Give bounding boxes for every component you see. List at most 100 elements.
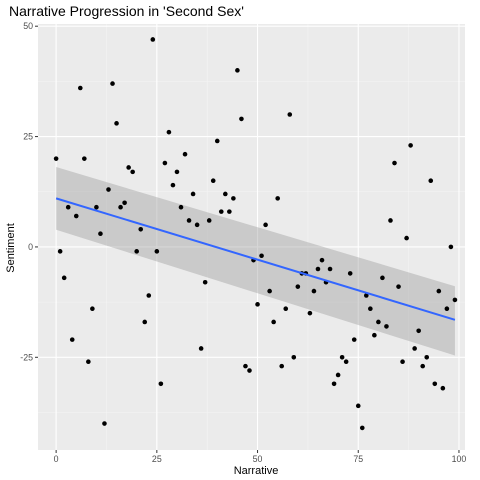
- data-point: [440, 385, 446, 391]
- data-point: [283, 306, 289, 312]
- minor-gridlines: [38, 24, 465, 450]
- data-point: [154, 249, 160, 254]
- data-point: [73, 213, 79, 219]
- data-point: [110, 81, 115, 86]
- data-point: [126, 165, 131, 170]
- data-point: [327, 266, 333, 272]
- data-point: [146, 293, 152, 298]
- data-point: [400, 359, 405, 365]
- data-point: [202, 279, 208, 285]
- data-point: [364, 293, 369, 298]
- axes: 0 25 50 75 100 -25 0 25 50: [20, 21, 466, 464]
- data-point: [190, 191, 196, 197]
- data-point: [343, 359, 349, 365]
- data-point: [198, 346, 204, 351]
- data-point: [331, 381, 337, 387]
- data-point: [174, 169, 180, 175]
- data-point: [339, 354, 345, 360]
- trend-line: [55, 197, 456, 321]
- data-point: [243, 363, 248, 369]
- x-axis-title: Narrative: [234, 465, 279, 477]
- major-gridlines: [38, 24, 465, 450]
- data-point: [275, 196, 280, 201]
- data-point: [57, 249, 63, 254]
- data-point: [247, 368, 252, 373]
- data-point: [122, 200, 127, 206]
- data-point: [452, 297, 458, 303]
- data-point: [412, 346, 417, 351]
- y-tick-label: 50: [23, 21, 33, 31]
- data-point: [53, 156, 59, 161]
- data-point: [416, 328, 421, 334]
- data-point: [424, 354, 430, 360]
- data-point: [291, 354, 297, 360]
- x-tick-label: 0: [54, 454, 59, 464]
- data-point: [77, 85, 83, 91]
- data-point: [65, 204, 71, 210]
- data-point: [376, 319, 381, 325]
- data-point: [214, 138, 220, 144]
- x-tick-label: 100: [452, 454, 467, 464]
- data-point: [194, 222, 200, 228]
- plot-panel: [38, 24, 465, 450]
- data-point: [287, 112, 293, 117]
- data-point: [235, 68, 240, 73]
- data-point: [432, 381, 438, 387]
- data-point: [420, 363, 426, 369]
- y-axis-title: Sentiment: [5, 223, 17, 273]
- data-point: [158, 381, 164, 387]
- data-point: [311, 288, 317, 294]
- data-point: [239, 116, 244, 122]
- data-point: [94, 204, 99, 210]
- data-point: [392, 160, 397, 166]
- data-point: [396, 284, 401, 289]
- data-point: [384, 324, 389, 329]
- data-point: [162, 160, 168, 166]
- data-point: [315, 266, 321, 272]
- data-point: [166, 129, 172, 135]
- data-point: [259, 253, 264, 259]
- data-point: [118, 204, 123, 210]
- y-tick-label: 0: [28, 242, 33, 252]
- y-tick-label: -25: [20, 352, 33, 362]
- data-point: [206, 218, 212, 223]
- data-point: [61, 275, 67, 281]
- data-point: [178, 204, 184, 210]
- data-point: [150, 37, 156, 42]
- x-tick-label: 50: [253, 454, 263, 464]
- data-point: [90, 306, 95, 312]
- x-tick-label: 25: [152, 454, 162, 464]
- data-point: [102, 421, 107, 426]
- data-point: [448, 244, 454, 250]
- data-point: [372, 332, 377, 338]
- data-point: [227, 209, 232, 214]
- data-point: [436, 288, 442, 294]
- x-tick-label: 75: [353, 454, 363, 464]
- data-point: [186, 218, 192, 223]
- data-point: [355, 403, 361, 409]
- data-point: [279, 363, 285, 369]
- data-point: [98, 231, 103, 236]
- data-point: [223, 191, 228, 197]
- data-point: [255, 302, 260, 307]
- data-point: [359, 425, 365, 431]
- data-point: [182, 151, 188, 157]
- data-point: [86, 359, 91, 365]
- data-point: [307, 310, 313, 316]
- data-point: [380, 275, 385, 281]
- data-point: [210, 178, 216, 184]
- data-point: [231, 196, 236, 201]
- data-point: [428, 178, 434, 184]
- data-point: [69, 337, 75, 342]
- data-point: [347, 271, 353, 276]
- data-point: [368, 306, 373, 312]
- data-point: [388, 218, 393, 223]
- data-point: [295, 284, 301, 289]
- data-point: [351, 337, 357, 342]
- trend-line-layer: [55, 197, 456, 321]
- data-point: [82, 156, 87, 161]
- data-point: [404, 235, 409, 241]
- data-point: [114, 121, 119, 126]
- data-point: [267, 288, 272, 294]
